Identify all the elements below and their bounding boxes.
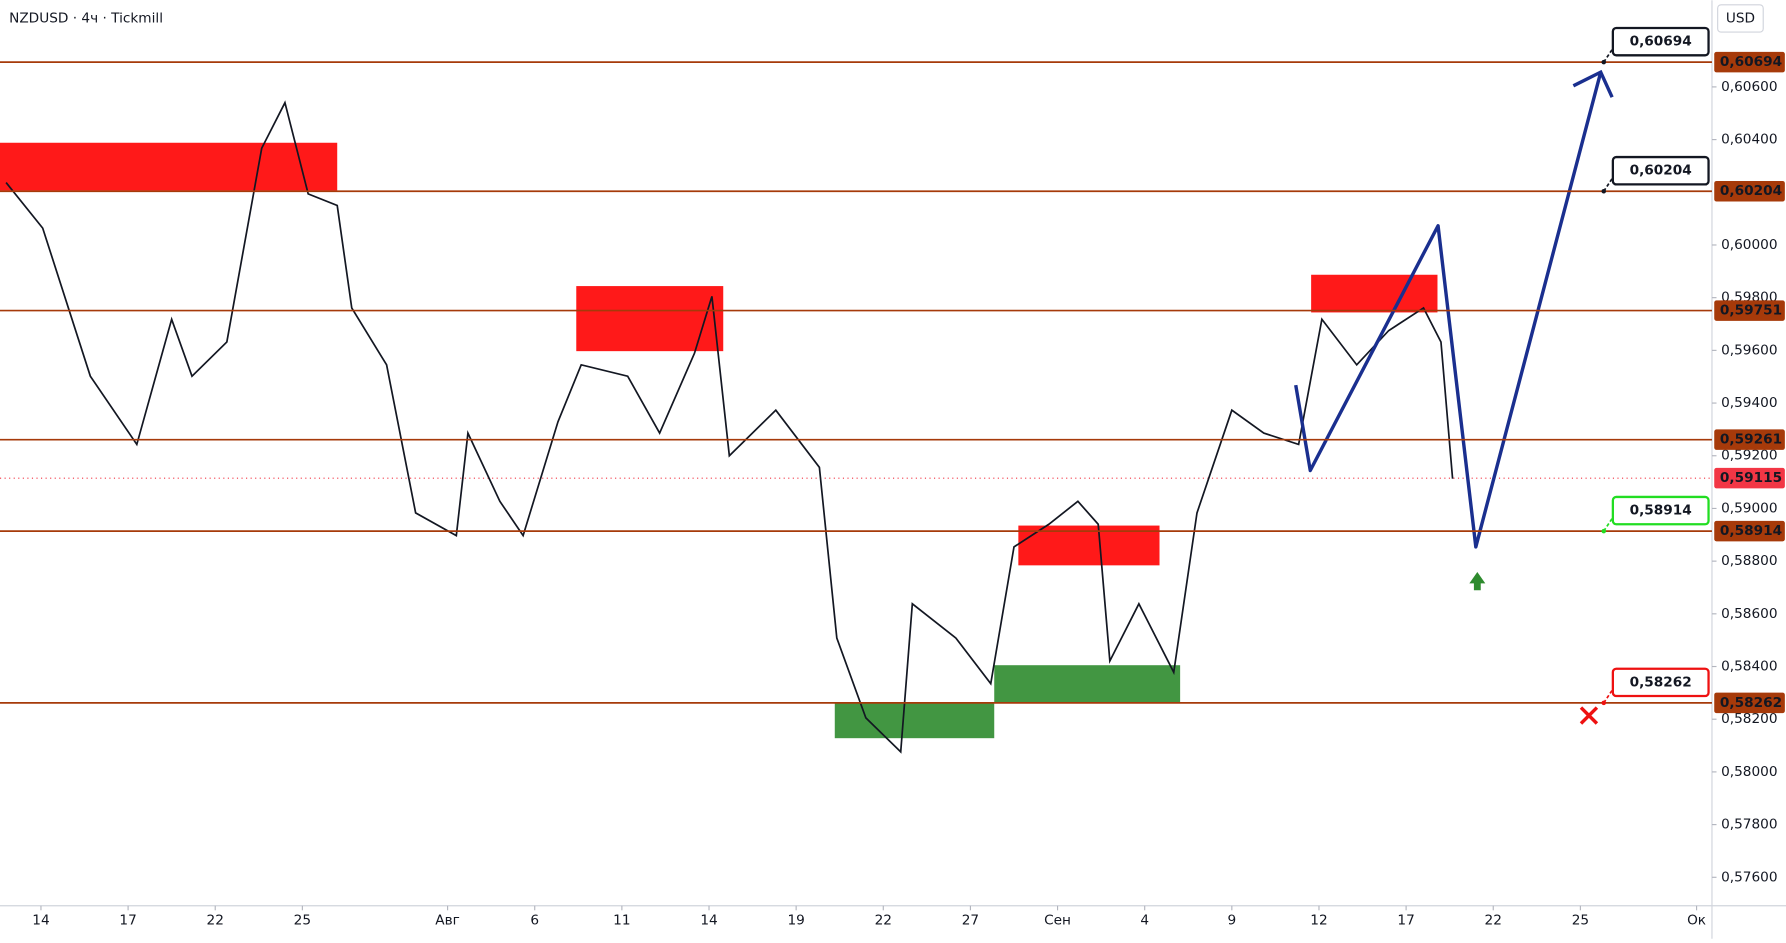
callout-point <box>1601 528 1607 534</box>
x-tick-label: 12 <box>1310 913 1327 929</box>
x-tick-label: Авг <box>435 913 460 929</box>
callout-box <box>1611 26 1710 57</box>
callout-point <box>1601 188 1607 194</box>
x-tick-label: 25 <box>1572 913 1589 929</box>
callout-label: 0,58262 <box>1630 674 1692 690</box>
price-line <box>5 100 1454 754</box>
y-tick-label: 0,60000 <box>1721 237 1777 253</box>
x-tick-label: 27 <box>962 913 979 929</box>
zone <box>834 702 995 739</box>
buy-arrow <box>1469 572 1486 591</box>
x-tick-label: Сен <box>1044 913 1071 929</box>
x-tick-label: 22 <box>1485 913 1502 929</box>
forecast-path <box>1294 71 1603 549</box>
level-axis-badge <box>1714 300 1785 321</box>
x-tick-label: 17 <box>1397 913 1414 929</box>
y-tick-label: 0,58400 <box>1721 659 1777 675</box>
level-axis-label: 0,58262 <box>1720 695 1782 711</box>
y-tick-label: 0,59400 <box>1721 395 1777 411</box>
level-axis-label: 0,58914 <box>1720 523 1782 539</box>
callout-leader <box>1603 41 1619 63</box>
x-tick-label: 9 <box>1227 913 1236 929</box>
callout-leader <box>1603 510 1619 532</box>
x-tick-label: 22 <box>875 913 892 929</box>
level-axis-badge <box>1714 429 1785 450</box>
forecast-arrowhead <box>1572 69 1614 98</box>
y-tick-label: 0,60600 <box>1721 79 1777 95</box>
x-tick-label: 14 <box>700 913 717 929</box>
zone <box>1018 525 1160 566</box>
y-tick-label: 0,57600 <box>1721 869 1777 885</box>
y-tick-label: 0,58200 <box>1721 711 1777 727</box>
x-tick-label: 6 <box>530 913 539 929</box>
current-price-label: 0,59115 <box>1720 470 1782 486</box>
x-tick-label: Ок <box>1687 913 1706 929</box>
callout-box <box>1611 667 1710 698</box>
x-tick-label: 17 <box>119 913 136 929</box>
y-tick-label: 0,58800 <box>1721 553 1777 569</box>
callout-label: 0,60204 <box>1630 163 1692 179</box>
y-tick-label: 0,58000 <box>1721 764 1777 780</box>
zone <box>576 286 724 352</box>
x-tick-label: 14 <box>32 913 49 929</box>
x-tick-label: 19 <box>787 913 804 929</box>
callout-label: 0,60694 <box>1630 34 1692 50</box>
y-tick-label: 0,59600 <box>1721 342 1777 358</box>
y-tick-label: 0,58600 <box>1721 606 1777 622</box>
stop-cross <box>1579 706 1599 725</box>
callout-leader <box>1603 681 1619 704</box>
level-axis-badge <box>1714 180 1785 202</box>
level-axis-label: 0,60204 <box>1720 183 1782 199</box>
x-tick-label: 22 <box>207 913 224 929</box>
symbol-title: NZDUSD · 4ч · Tickmill <box>9 10 163 26</box>
x-tick-label: 11 <box>613 913 630 929</box>
callout-point <box>1601 700 1607 706</box>
x-tick-label: 25 <box>294 913 311 929</box>
current-price-badge <box>1714 467 1785 489</box>
y-tick-label: 0,59200 <box>1721 448 1777 464</box>
level-axis-badge <box>1714 51 1785 73</box>
level-axis-label: 0,59751 <box>1720 303 1782 319</box>
zone <box>0 142 338 191</box>
y-tick-label: 0,59000 <box>1721 500 1777 516</box>
currency-box[interactable] <box>1717 4 1764 33</box>
zone <box>1311 274 1438 313</box>
callout-leader <box>1603 170 1619 192</box>
x-tick-label: 4 <box>1140 913 1149 929</box>
level-axis-badge <box>1714 520 1785 542</box>
currency[interactable]: USD <box>1726 10 1755 26</box>
callout-label: 0,58914 <box>1630 503 1692 519</box>
callout-box <box>1611 155 1710 186</box>
level-axis-label: 0,60694 <box>1720 54 1782 70</box>
y-tick-label: 0,60400 <box>1721 132 1777 148</box>
level-axis-label: 0,59261 <box>1720 432 1782 448</box>
y-tick-label: 0,57800 <box>1721 817 1777 833</box>
level-axis-badge <box>1714 692 1785 714</box>
zone <box>994 665 1181 703</box>
callout-point <box>1601 59 1607 65</box>
callout-box <box>1611 495 1710 526</box>
